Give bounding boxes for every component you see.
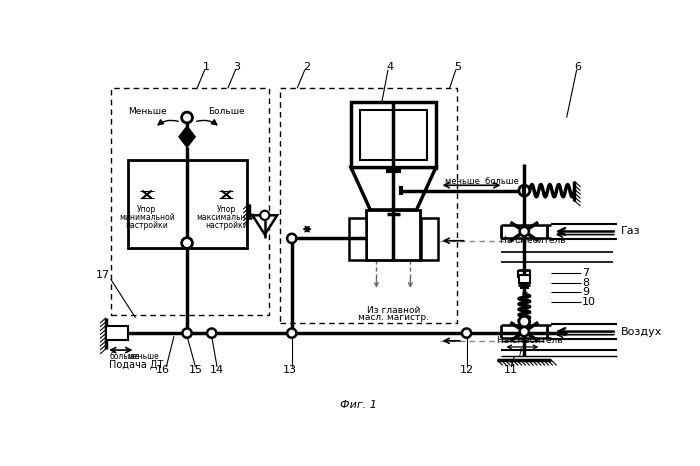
Text: 1: 1 — [203, 62, 210, 72]
Text: 2: 2 — [303, 62, 310, 72]
Text: меньше: меньше — [127, 352, 160, 362]
Text: На смеситель: На смеситель — [500, 236, 566, 245]
Bar — [360, 110, 426, 160]
Text: 9: 9 — [582, 288, 589, 297]
Text: На смеситель: На смеситель — [497, 336, 563, 345]
Text: минимальной: минимальной — [119, 213, 175, 222]
Text: Меньше: Меньше — [127, 107, 167, 116]
Text: 8: 8 — [582, 278, 589, 288]
Text: Фиг. 1: Фиг. 1 — [340, 400, 377, 411]
Bar — [127, 160, 247, 248]
Bar — [519, 275, 530, 283]
Circle shape — [260, 211, 270, 220]
Polygon shape — [351, 168, 435, 210]
Text: 12: 12 — [459, 365, 474, 375]
Text: Упор: Упор — [137, 206, 157, 214]
Bar — [349, 218, 365, 260]
Text: 3: 3 — [234, 62, 241, 72]
Text: 13: 13 — [284, 365, 298, 375]
Bar — [366, 210, 420, 260]
Circle shape — [519, 185, 530, 196]
Text: 4: 4 — [386, 62, 393, 72]
Circle shape — [207, 329, 216, 338]
Circle shape — [181, 238, 193, 248]
Text: 10: 10 — [582, 297, 596, 307]
Text: меньше  больше: меньше больше — [445, 177, 519, 186]
Text: 16: 16 — [155, 365, 169, 375]
Text: Подача ДТ: Подача ДТ — [109, 360, 164, 370]
Bar — [280, 88, 457, 323]
Circle shape — [181, 112, 193, 123]
Text: 11: 11 — [504, 365, 518, 375]
Text: Воздух: Воздух — [621, 327, 662, 336]
Text: h: h — [519, 348, 525, 358]
Circle shape — [183, 329, 192, 338]
Polygon shape — [179, 127, 195, 147]
Circle shape — [287, 329, 296, 338]
Text: 5: 5 — [454, 62, 461, 72]
Circle shape — [519, 327, 529, 336]
Text: больше: больше — [109, 352, 139, 362]
Circle shape — [519, 227, 529, 236]
Text: настройки: настройки — [205, 221, 248, 230]
Text: максимальной: максимальной — [197, 213, 256, 222]
Text: 15: 15 — [188, 365, 202, 375]
Text: 17: 17 — [96, 270, 110, 281]
Bar — [106, 326, 127, 340]
Circle shape — [287, 234, 296, 243]
Circle shape — [462, 329, 471, 338]
Text: Упор: Упор — [217, 206, 236, 214]
Circle shape — [519, 316, 530, 327]
Text: Газ: Газ — [621, 226, 640, 236]
Bar — [421, 218, 438, 260]
Text: 7: 7 — [582, 268, 589, 278]
Bar — [351, 102, 435, 168]
Text: Из главной: Из главной — [367, 306, 420, 315]
Text: настройки: настройки — [125, 221, 169, 230]
Polygon shape — [253, 215, 277, 234]
Text: Больше: Больше — [208, 107, 244, 116]
Bar — [111, 88, 269, 315]
Text: 6: 6 — [575, 62, 582, 72]
Text: 14: 14 — [210, 365, 224, 375]
Text: масл. магистр.: масл. магистр. — [358, 313, 429, 322]
